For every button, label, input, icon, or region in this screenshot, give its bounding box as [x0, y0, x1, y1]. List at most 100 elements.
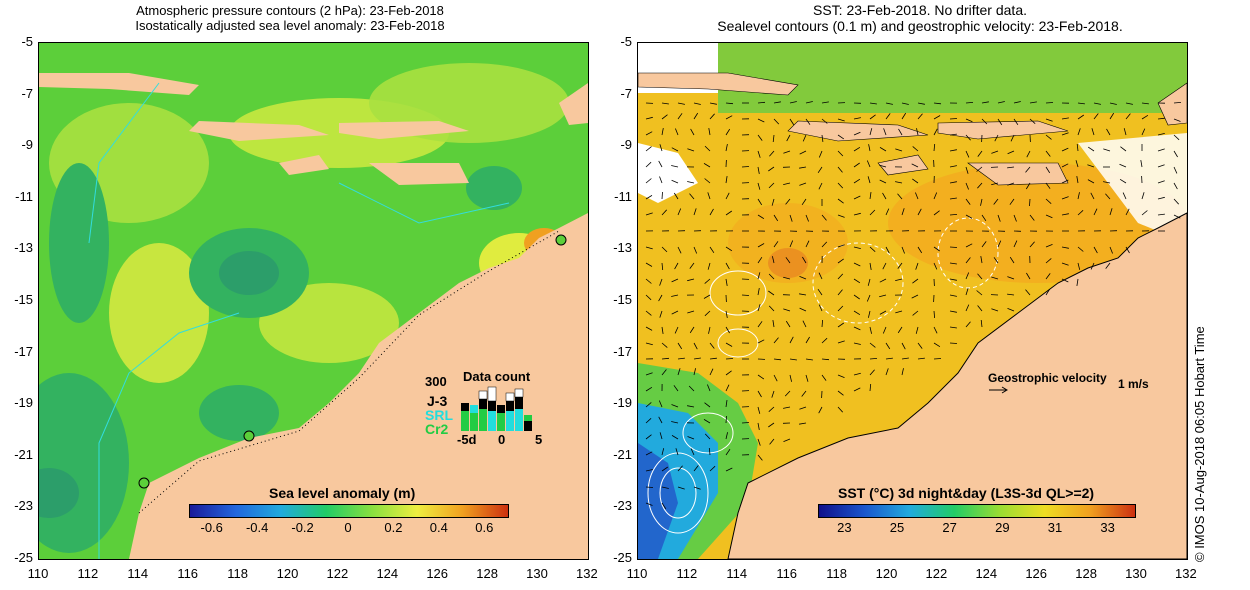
data-count-tick-5: 5 — [535, 432, 543, 447]
sla-colorbar-tick: -0.2 — [291, 520, 314, 535]
velocity-arrow — [725, 467, 733, 472]
sla-colorbar-tick: -0.6 — [200, 520, 223, 535]
velocity-arrow — [976, 166, 983, 172]
x-tick-label: 118 — [227, 566, 248, 581]
velocity-arrow — [677, 113, 683, 120]
x-tick-label: 126 — [426, 566, 449, 581]
x-tick-label: 110 — [626, 566, 648, 581]
velocity-arrow — [1141, 102, 1149, 105]
velocity-arrow — [837, 322, 845, 328]
velocity-arrow — [869, 383, 872, 392]
velocity-arrow — [677, 342, 683, 350]
y-tick-label: -23 — [14, 498, 33, 514]
velocity-arrow — [949, 214, 958, 216]
velocity-arrow — [965, 102, 974, 104]
velocity-arrow — [704, 433, 711, 440]
velocity-arrow — [885, 342, 891, 350]
sst-colorbar-tick: 23 — [837, 520, 852, 535]
velocity-arrow — [1045, 134, 1052, 140]
velocity-arrow — [1157, 196, 1165, 200]
velocity-arrow — [693, 246, 698, 254]
velocity-arrow — [799, 307, 807, 312]
velocity-arrow — [1125, 208, 1130, 216]
velocity-arrow — [1123, 128, 1127, 136]
x-tick-label: 126 — [1025, 566, 1048, 581]
velocity-arrow — [708, 447, 711, 456]
velocity-arrow — [901, 112, 907, 120]
velocity-arrow — [853, 310, 861, 316]
velocity-arrow — [725, 415, 727, 424]
velocity-arrow — [677, 357, 685, 360]
x-tick-label: 112 — [77, 566, 99, 581]
velocity-arrow — [689, 262, 695, 269]
velocity-arrow — [917, 357, 925, 360]
velocity-arrow — [915, 262, 919, 270]
velocity-arrow — [965, 304, 970, 312]
velocity-arrow — [671, 147, 679, 152]
velocity-arrow — [867, 176, 871, 184]
velocity-arrow — [965, 134, 971, 141]
velocity-arrow — [659, 310, 663, 318]
velocity-arrow — [757, 243, 765, 248]
velocity-arrow — [837, 390, 844, 396]
velocity-arrow — [659, 176, 663, 184]
velocity-arrow — [677, 465, 683, 472]
velocity-arrow — [659, 144, 663, 152]
velocity-arrow — [977, 150, 983, 157]
velocity-arrow — [725, 192, 730, 200]
velocity-arrow — [818, 272, 823, 280]
velocity-arrow — [1077, 102, 1085, 105]
velocity-arrow — [980, 256, 983, 264]
velocity-arrow — [741, 166, 750, 168]
velocity-arrow — [725, 278, 728, 286]
velocity-arrow — [1045, 214, 1053, 219]
velocity-arrow — [687, 405, 695, 408]
velocity-arrow — [659, 432, 663, 440]
velocity-arrow — [965, 150, 970, 158]
velocity-arrow — [837, 182, 844, 189]
velocity-arrow — [1157, 148, 1165, 152]
velocity-arrow — [1157, 213, 1165, 216]
velocity-arrow — [769, 438, 775, 445]
velocity-arrow — [783, 406, 791, 409]
velocity-arrow — [981, 101, 989, 104]
velocity-arrow — [1029, 198, 1031, 207]
velocity-arrow — [1090, 262, 1095, 270]
velocity-arrow — [917, 246, 923, 254]
velocity-arrow — [965, 166, 969, 174]
velocity-arrow — [837, 134, 845, 140]
velocity-arrow — [1061, 196, 1069, 200]
velocity-arrow — [771, 390, 775, 398]
velocity-arrow — [991, 276, 999, 280]
velocity-arrow — [965, 243, 973, 248]
velocity-arrow — [785, 257, 791, 264]
data-count-title: Data count — [463, 369, 531, 384]
sla-colorbar-tick: -0.4 — [245, 520, 269, 535]
velocity-arrow — [837, 340, 845, 344]
velocity-arrow — [1076, 143, 1079, 152]
velocity-arrow — [661, 357, 670, 360]
data-count-tick-neg5d: -5d — [457, 432, 477, 447]
velocity-arrow — [671, 310, 679, 315]
velocity-arrow — [783, 308, 791, 312]
velocity-arrow — [709, 342, 715, 349]
velocity-arrow — [757, 374, 765, 380]
velocity-arrow — [821, 214, 827, 221]
velocity-arrow — [658, 160, 663, 168]
velocity-arrow — [789, 336, 794, 344]
velocity-arrow — [1173, 182, 1178, 190]
y-tick-label: -21 — [14, 446, 33, 462]
velocity-arrow — [869, 114, 876, 120]
mission-srl: SRL — [425, 407, 453, 423]
velocity-arrow — [802, 256, 807, 264]
velocity-arrow — [789, 101, 797, 104]
velocity-arrow — [912, 310, 919, 316]
velocity-arrow — [965, 272, 970, 280]
velocity-arrow — [901, 342, 906, 350]
velocity-arrow — [661, 246, 668, 253]
velocity-arrow — [885, 102, 893, 105]
velocity-arrow — [772, 320, 775, 328]
velocity-arrow — [1109, 246, 1113, 254]
y-tick-label: -7 — [620, 85, 632, 101]
velocity-arrow — [783, 276, 791, 280]
